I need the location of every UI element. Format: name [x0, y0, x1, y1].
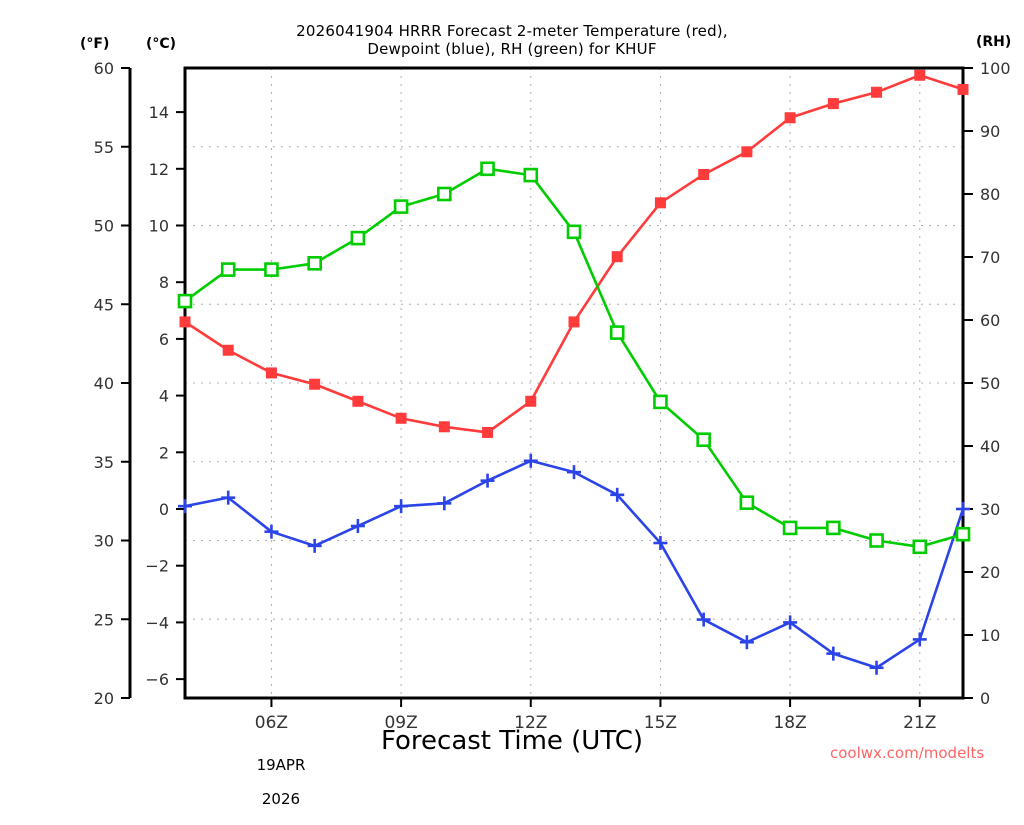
rh-tick-label: 60 [980, 311, 1000, 330]
data-point-marker [914, 69, 926, 81]
data-point-marker [482, 426, 494, 438]
fahrenheit-tick-label: 55 [94, 138, 114, 157]
data-point-marker [264, 262, 279, 277]
celsius-tick-label: 0 [159, 500, 169, 519]
rh-tick-label: 30 [980, 500, 1000, 519]
data-point-marker [350, 230, 366, 246]
fahrenheit-tick-label: 40 [94, 374, 114, 393]
chart-title: 2026041904 HRRR Forecast 2-meter Tempera… [0, 22, 1024, 58]
rh-tick-label: 10 [980, 626, 1000, 645]
fahrenheit-tick-label: 30 [94, 532, 114, 551]
chart-title-line-1: 2026041904 HRRR Forecast 2-meter Tempera… [296, 22, 728, 40]
celsius-tick-label: 10 [149, 217, 169, 236]
x-axis-tick-label: 06Z [255, 713, 288, 733]
data-point-marker [525, 395, 537, 407]
x-axis-date-day: 19APR [256, 756, 306, 774]
celsius-tick-label: −2 [145, 557, 169, 576]
data-point-marker [653, 394, 668, 410]
celsius-tick-label: −4 [145, 613, 169, 632]
celsius-tick-label: −6 [145, 670, 169, 689]
rh-tick-label: 90 [980, 122, 1000, 141]
data-point-marker [307, 255, 322, 271]
data-point-marker [222, 344, 234, 356]
data-point-marker [523, 167, 539, 183]
left-axis-unit-celsius: (°C) [146, 36, 177, 52]
data-point-marker [179, 316, 191, 328]
data-point-marker [177, 293, 193, 309]
data-point-marker [568, 316, 580, 328]
data-point-marker [395, 412, 407, 424]
fahrenheit-tick-label: 50 [94, 217, 114, 236]
data-point-marker [654, 197, 666, 209]
data-point-marker [827, 98, 839, 110]
data-point-marker [955, 526, 971, 542]
series-temperature [179, 69, 969, 438]
rh-tick-label: 0 [980, 689, 990, 708]
x-axis-tick-label: 09Z [384, 713, 417, 733]
forecast-meteogram: 2026041904 HRRR Forecast 2-meter Tempera… [0, 22, 1024, 808]
series-rh [177, 161, 971, 555]
plot-frame [183, 66, 965, 700]
left-axis-unit-fahrenheit: (°F) [80, 36, 110, 52]
data-point-marker [438, 421, 450, 433]
data-point-marker [393, 199, 409, 214]
x-axis-tick-label: 15Z [644, 713, 677, 733]
data-point-marker [869, 533, 884, 548]
data-point-marker [309, 378, 321, 390]
series-line [183, 459, 965, 670]
data-point-marker [782, 520, 798, 536]
data-point-marker [912, 539, 928, 555]
data-point-marker [609, 325, 625, 340]
celsius-tick-label: 4 [159, 387, 169, 406]
celsius-tick-label: 8 [159, 273, 169, 292]
data-point-marker [826, 520, 841, 536]
celsius-tick-label: 14 [149, 103, 169, 122]
plot-area: 20 25 30 35 40 45 50 55 60 −6 −4 −2 0 2 4 6 8 10 12 14 0 10 20… [94, 59, 1011, 733]
celsius-tick-label: 12 [149, 160, 169, 179]
fahrenheit-tick-label: 45 [94, 295, 114, 314]
x-axis-date-year: 2026 [261, 790, 301, 808]
data-point-marker [611, 251, 623, 263]
watermark-credit: coolwx.com/modelts [830, 744, 985, 762]
celsius-tick-label: 6 [159, 330, 169, 349]
data-point-marker [957, 83, 969, 95]
data-point-marker [739, 495, 755, 511]
data-point-marker [352, 395, 364, 407]
fahrenheit-tick-label: 35 [94, 453, 114, 472]
data-point-marker [220, 262, 236, 277]
fahrenheit-tick-label: 25 [94, 610, 114, 629]
rh-tick-label: 20 [980, 563, 1000, 582]
rh-tick-label: 50 [980, 374, 1000, 393]
data-point-marker [698, 168, 710, 180]
fahrenheit-tick-label: 20 [94, 689, 114, 708]
rh-tick-label: 100 [980, 59, 1011, 78]
rh-tick-label: 40 [980, 437, 1000, 456]
celsius-tick-label: 2 [159, 443, 169, 462]
rh-tick-label: 80 [980, 185, 1000, 204]
data-point-marker [696, 432, 711, 448]
x-axis-tick-label: 18Z [773, 713, 806, 733]
data-point-marker [437, 186, 452, 202]
x-axis-date-stamp: 19APR 2026 [231, 740, 311, 825]
x-axis-tick-label: 12Z [514, 713, 547, 733]
data-point-marker [741, 146, 753, 158]
data-point-marker [566, 224, 582, 240]
rh-tick-label: 70 [980, 248, 1000, 267]
data-point-marker [480, 161, 495, 177]
x-axis-tick-label: 21Z [903, 713, 936, 733]
series-dewpoint [178, 453, 970, 675]
data-point-marker [784, 112, 796, 124]
series-line [183, 73, 965, 434]
data-point-marker [871, 86, 883, 98]
right-axis-unit-rh: (RH) [976, 34, 1012, 50]
chart-title-line-2: Dewpoint (blue), RH (green) for KHUF [367, 40, 657, 58]
x-axis-title: Forecast Time (UTC) [380, 726, 643, 756]
data-point-marker [265, 367, 277, 379]
fahrenheit-tick-label: 60 [94, 59, 114, 78]
